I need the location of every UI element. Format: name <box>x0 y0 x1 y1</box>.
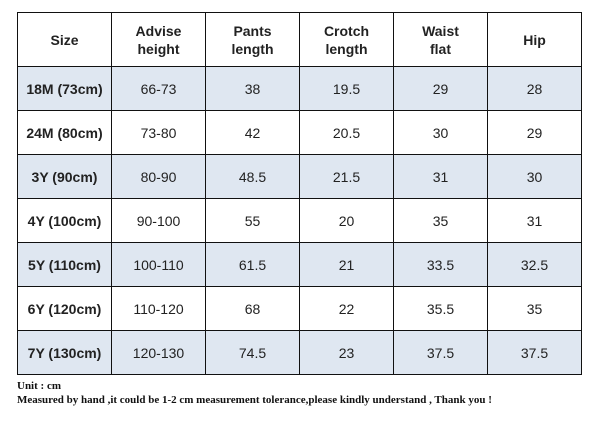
table-cell: 35 <box>393 198 488 243</box>
table-cell: 20 <box>299 198 394 243</box>
size-cell: 24M (80cm) <box>17 110 112 155</box>
table-row: 24M (80cm) 73-80 42 20.5 30 29 <box>17 110 582 155</box>
table-cell: 73-80 <box>111 110 206 155</box>
header-size: Size <box>17 12 112 67</box>
table-cell: 21 <box>299 242 394 287</box>
table-cell: 35.5 <box>393 286 488 331</box>
table-cell: 74.5 <box>205 330 300 375</box>
table-row: 3Y (90cm) 80-90 48.5 21.5 31 30 <box>17 154 582 199</box>
size-cell: 18M (73cm) <box>17 66 112 111</box>
header-advise-height: Advise height <box>111 12 206 67</box>
table-cell: 48.5 <box>205 154 300 199</box>
header-crotch-length: Crotch length <box>299 12 394 67</box>
table-cell: 66-73 <box>111 66 206 111</box>
header-hip: Hip <box>487 12 582 67</box>
table-row: 18M (73cm) 66-73 38 19.5 29 28 <box>17 66 582 111</box>
table-row: 6Y (120cm) 110-120 68 22 35.5 35 <box>17 286 582 331</box>
table-row: 4Y (100cm) 90-100 55 20 35 31 <box>17 198 582 243</box>
table-row: 7Y (130cm) 120-130 74.5 23 37.5 37.5 <box>17 330 582 375</box>
header-waist-flat: Waist flat <box>393 12 488 67</box>
table-cell: 32.5 <box>487 242 582 287</box>
table-row: 5Y (110cm) 100-110 61.5 21 33.5 32.5 <box>17 242 582 287</box>
unit-note: Unit : cm <box>17 380 61 392</box>
table-cell: 21.5 <box>299 154 394 199</box>
table-cell: 55 <box>205 198 300 243</box>
table-cell: 68 <box>205 286 300 331</box>
size-cell: 7Y (130cm) <box>17 330 112 375</box>
table-cell: 23 <box>299 330 394 375</box>
size-cell: 6Y (120cm) <box>17 286 112 331</box>
table-cell: 100-110 <box>111 242 206 287</box>
table-cell: 33.5 <box>393 242 488 287</box>
header-row: Size Advise height Pants length Crotch leng… <box>17 12 582 67</box>
table-cell: 28 <box>487 66 582 111</box>
table-cell: 20.5 <box>299 110 394 155</box>
table-cell: 90-100 <box>111 198 206 243</box>
tolerance-note: Measured by hand ,it could be 1-2 cm mea… <box>17 394 492 406</box>
table-cell: 37.5 <box>487 330 582 375</box>
table-cell: 37.5 <box>393 330 488 375</box>
table-cell: 38 <box>205 66 300 111</box>
size-cell: 4Y (100cm) <box>17 198 112 243</box>
table-cell: 19.5 <box>299 66 394 111</box>
table-cell: 110-120 <box>111 286 206 331</box>
table-cell: 30 <box>487 154 582 199</box>
table-cell: 30 <box>393 110 488 155</box>
table-cell: 31 <box>393 154 488 199</box>
size-chart-table: Size Advise height Pants length Crotch leng… <box>17 12 582 375</box>
table-cell: 22 <box>299 286 394 331</box>
table-cell: 29 <box>393 66 488 111</box>
footer-notes: Unit : cm Measured by hand ,it could be … <box>17 379 492 407</box>
table-cell: 61.5 <box>205 242 300 287</box>
table-cell: 42 <box>205 110 300 155</box>
table-cell: 35 <box>487 286 582 331</box>
table-cell: 31 <box>487 198 582 243</box>
table-cell: 120-130 <box>111 330 206 375</box>
table-body: 18M (73cm) 66-73 38 19.5 29 28 24M (80cm) 73-80… <box>17 66 582 375</box>
size-cell: 3Y (90cm) <box>17 154 112 199</box>
table-cell: 80-90 <box>111 154 206 199</box>
table-cell: 29 <box>487 110 582 155</box>
header-pants-length: Pants length <box>205 12 300 67</box>
size-cell: 5Y (110cm) <box>17 242 112 287</box>
